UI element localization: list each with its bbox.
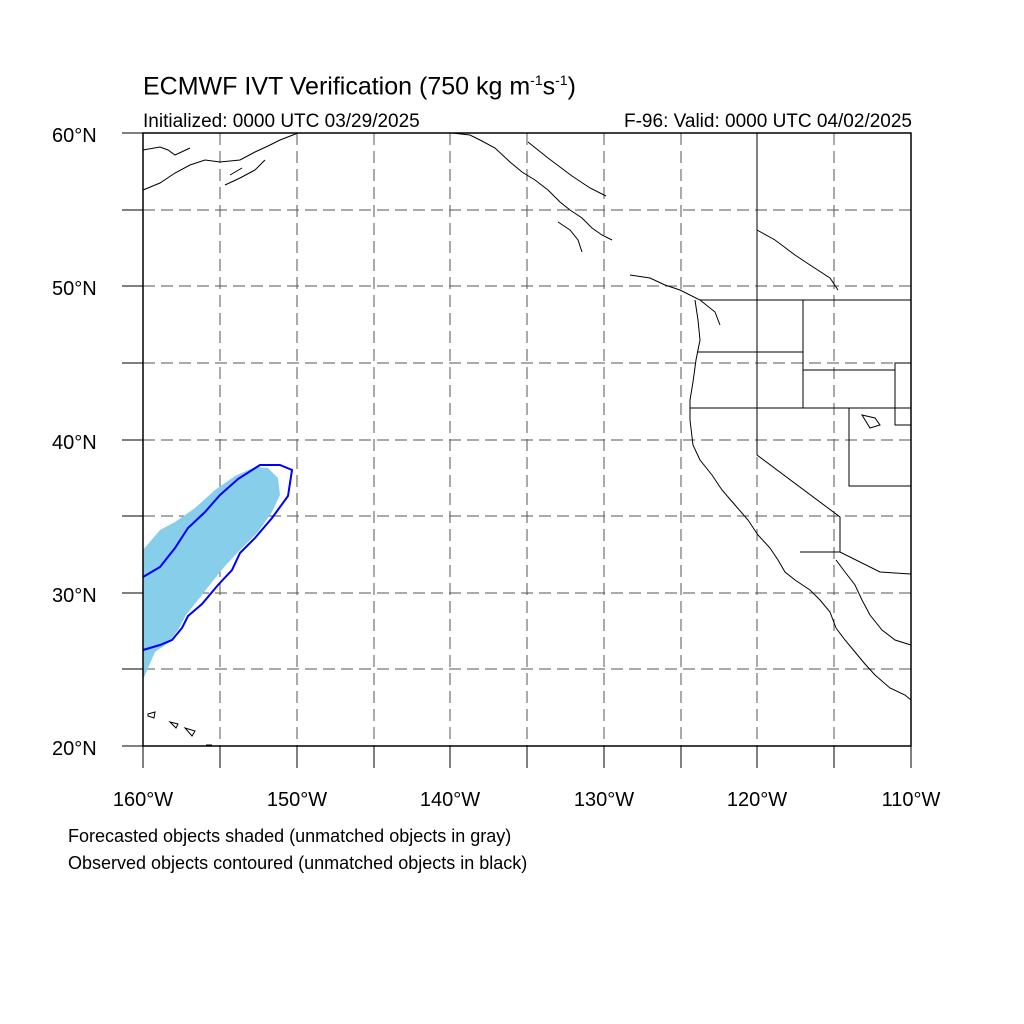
lon-label-160w: 160°W	[113, 789, 173, 811]
initialized-time: Initialized: 0000 UTC 03/29/2025	[143, 111, 420, 132]
lon-label-110w: 110°W	[882, 789, 941, 811]
lat-label-30: 30°N	[52, 585, 97, 607]
lat-label-50: 50°N	[52, 278, 97, 300]
observed-contour	[142, 464, 294, 651]
tick-marks	[122, 132, 912, 768]
lon-label-150w: 150°W	[267, 789, 327, 811]
grid-lines	[143, 133, 911, 746]
forecast-object	[143, 467, 280, 680]
lon-label-120w: 120°W	[727, 789, 787, 811]
legend-observed: Observed objects contoured (unmatched ob…	[68, 853, 528, 873]
lon-label-130w: 130°W	[574, 789, 634, 811]
legend-forecast: Forecasted objects shaded (unmatched obj…	[68, 826, 512, 846]
lat-label-40: 40°N	[52, 432, 97, 454]
coastlines	[142, 132, 912, 746]
lon-label-140w: 140°W	[420, 789, 480, 811]
lat-label-60: 60°N	[52, 125, 97, 147]
lat-label-20: 20°N	[52, 738, 97, 760]
valid-time: F-96: Valid: 0000 UTC 04/02/2025	[624, 111, 912, 132]
map-title: ECMWF IVT Verification (750 kg m-1s-1)	[143, 72, 576, 101]
